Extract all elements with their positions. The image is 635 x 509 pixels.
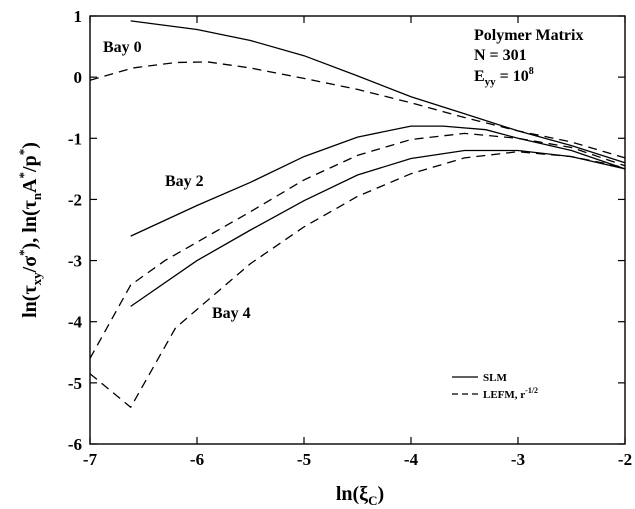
y-axis-title-part: *: [16, 149, 31, 156]
y-axis-title-part: xy: [29, 272, 44, 286]
plot-frame: [89, 15, 626, 445]
axis-ticks: -7 -6 -5 -4 -3 -2-6-5-4-3-2-101: [68, 7, 632, 469]
y-axis-title-part: ln(τ: [19, 285, 41, 318]
x-tick-label: -5: [297, 450, 311, 469]
y-tick-label: -6: [68, 435, 82, 454]
eyy-sup: 8: [529, 66, 534, 77]
x-axis-title-main: ln(ξ: [336, 483, 368, 505]
annotation-title-line-2: N = 301: [474, 47, 527, 64]
y-axis-title-part: /p: [19, 155, 41, 173]
y-tick-label: -4: [68, 313, 83, 332]
label-bay-4: Bay 4: [212, 305, 251, 322]
x-tick-label: -7: [83, 450, 98, 469]
bay-0-slm-line: [130, 20, 626, 164]
y-tick-label: -3: [68, 252, 82, 271]
y-tick-label: 0: [74, 68, 83, 87]
y-tick-label: -2: [68, 190, 82, 209]
legend-lefm-label: LEFM, r-1/2: [483, 386, 538, 401]
y-axis-title-part: *: [16, 172, 31, 179]
y-axis-title-part: ): [19, 142, 41, 149]
legend-slm-label: SLM: [483, 372, 507, 384]
bay-0-lefm-line: [89, 61, 626, 159]
annotation-eyy: Eyy = 108: [474, 66, 534, 88]
y-tick-label: 1: [74, 7, 83, 26]
y-axis-title-part: *: [16, 249, 31, 256]
bay-2-lefm-line: [89, 132, 626, 359]
legend-lefm-main: LEFM, r: [483, 389, 525, 401]
legend: SLM LEFM, r-1/2: [452, 372, 538, 401]
series-lines: [89, 20, 626, 409]
bay-2-slm-line: [130, 125, 626, 237]
label-bay-2: Bay 2: [165, 173, 204, 190]
x-axis-title-sub: C: [368, 493, 377, 508]
y-tick-label: -5: [68, 374, 82, 393]
annotation-title-line-1: Polymer Matrix: [474, 27, 583, 44]
eyy-main: E: [474, 68, 485, 85]
y-tick-label: -1: [68, 129, 82, 148]
label-bay-0: Bay 0: [103, 39, 142, 56]
y-axis-title-part: ), ln(τ: [19, 200, 41, 249]
eyy-sub: yy: [485, 76, 497, 88]
y-axis-title-part: n: [29, 192, 44, 200]
bay-4-slm-line: [130, 149, 626, 307]
eyy-eq: = 10: [496, 68, 529, 85]
x-tick-label: -2: [618, 450, 632, 469]
x-axis-title: ln(ξC): [336, 483, 384, 508]
y-axis-title-part: /σ: [19, 256, 41, 274]
y-axis-title: ln(τxy/σ*), ln(τnA*/p*): [16, 142, 44, 318]
y-axis-title-part: A: [19, 178, 41, 193]
bay-4-lefm-line: [89, 151, 626, 409]
x-tick-label: -3: [511, 450, 525, 469]
x-tick-label: -6: [190, 450, 204, 469]
legend-lefm-sup: -1/2: [525, 386, 538, 395]
x-tick-label: -4: [404, 450, 419, 469]
x-axis-title-close: ): [377, 483, 384, 505]
